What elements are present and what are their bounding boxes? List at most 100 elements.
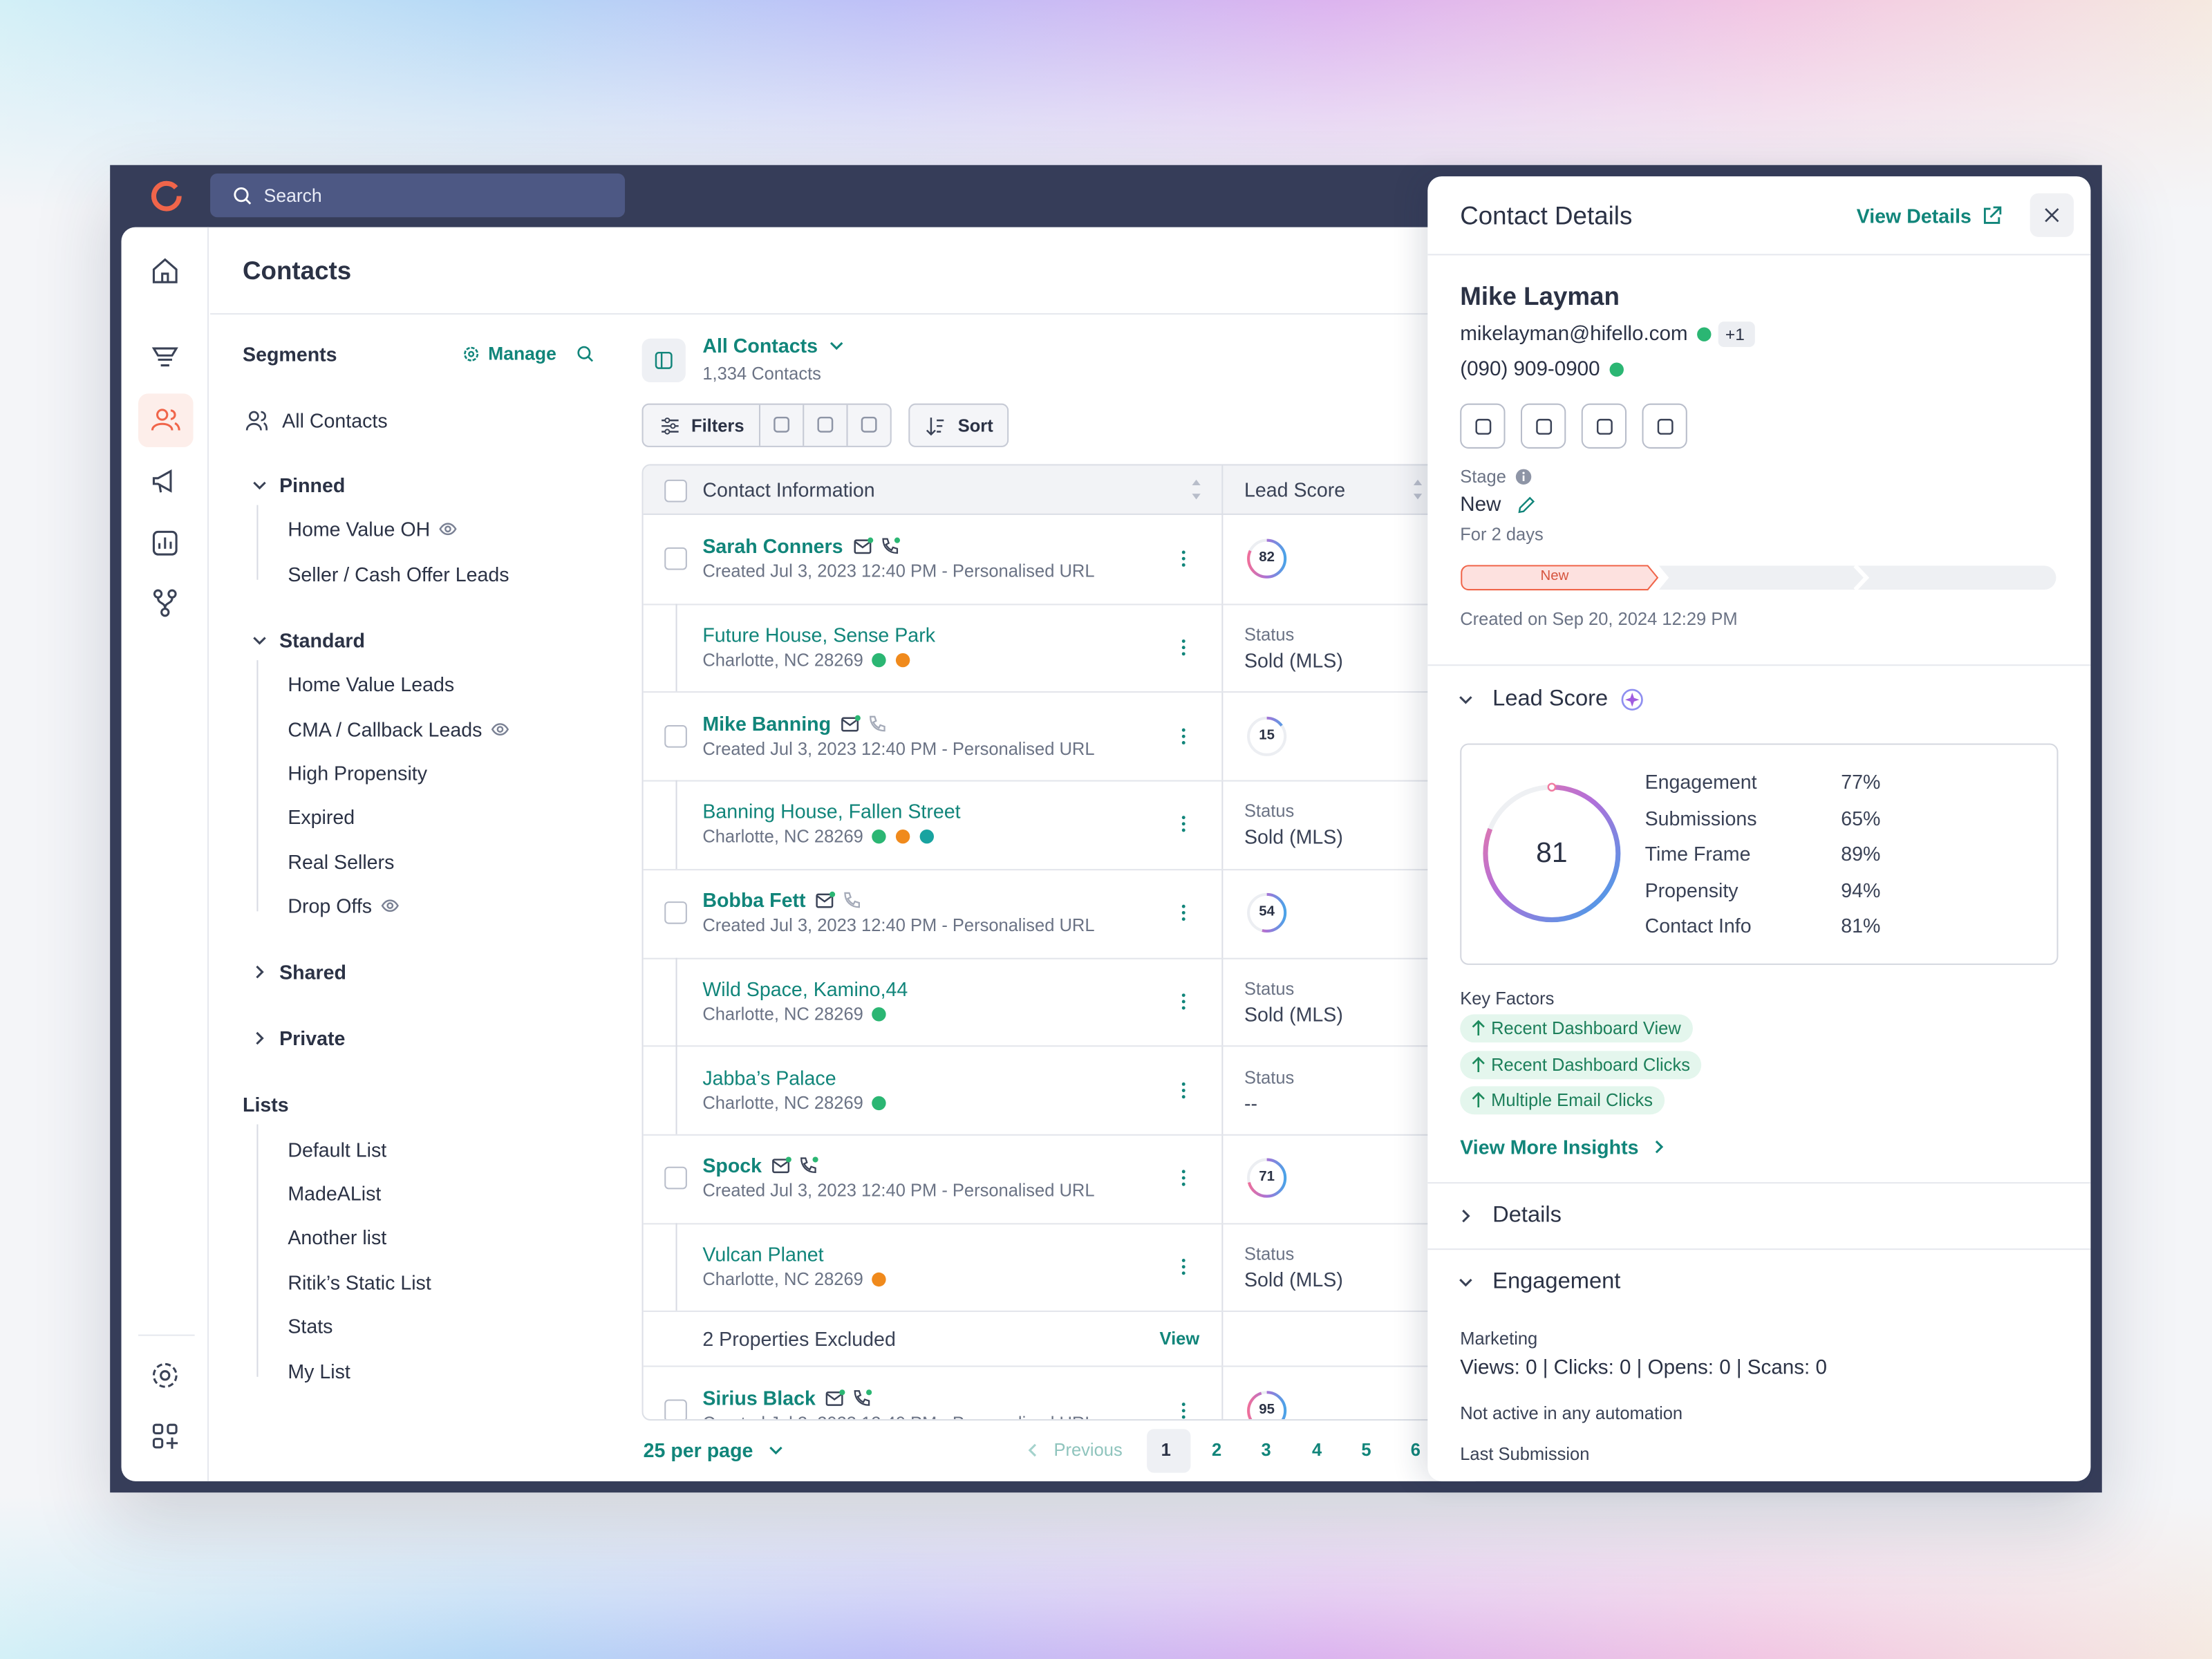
eye-icon — [491, 722, 509, 735]
segment-group[interactable]: Private — [279, 1027, 346, 1050]
sidebar-toggle[interactable] — [641, 338, 686, 383]
list-item[interactable]: Stats — [288, 1315, 333, 1338]
action-button[interactable] — [1642, 403, 1687, 449]
checkbox[interactable] — [664, 901, 687, 925]
segment-item[interactable]: Seller / Cash Offer Leads — [288, 562, 509, 585]
excluded-action[interactable]: View — [1159, 1329, 1200, 1349]
contact-name[interactable]: Spock — [702, 1154, 762, 1177]
row-divider — [643, 603, 1488, 605]
icon-part — [812, 1156, 818, 1163]
all-contacts[interactable]: All Contacts — [282, 409, 388, 432]
property-name[interactable]: Future House, Sense Park — [702, 624, 936, 646]
per-page[interactable]: 25 per page — [643, 1438, 753, 1462]
close-button[interactable] — [2030, 193, 2074, 237]
segment-group[interactable]: Pinned — [279, 474, 346, 497]
list-item[interactable]: Another list — [288, 1226, 387, 1249]
segment-item[interactable]: High Propensity — [288, 762, 428, 785]
search-box[interactable]: Search — [210, 174, 626, 218]
list-item[interactable]: Default List — [288, 1138, 387, 1161]
icon-part — [1181, 823, 1185, 827]
section-title: Lead Score — [1492, 686, 1609, 711]
contact-name[interactable]: Bobba Fett — [702, 888, 806, 912]
icon-part — [1181, 1170, 1185, 1174]
manage-link[interactable]: Manage — [488, 342, 556, 364]
view-more-insights[interactable]: View More Insights — [1460, 1135, 1639, 1159]
chevron — [1462, 1209, 1470, 1223]
checkbox[interactable] — [664, 1398, 687, 1420]
icon-part — [496, 725, 504, 733]
view-count: 1,334 Contacts — [702, 364, 821, 384]
contact-name[interactable]: Mike Banning — [702, 712, 832, 735]
list-item[interactable]: MadeAList — [288, 1182, 382, 1205]
checkbox[interactable] — [664, 724, 687, 748]
icon-part — [769, 1446, 782, 1455]
row-divider — [643, 957, 1488, 959]
section-title[interactable]: Engagement — [1492, 1269, 1621, 1294]
tree-line — [675, 603, 677, 692]
eye-icon — [381, 899, 399, 912]
segment-item[interactable]: CMA / Callback Leads — [288, 717, 482, 740]
score-ring — [1247, 1159, 1287, 1199]
page-number[interactable]: 1 — [1161, 1440, 1171, 1461]
segment-item[interactable]: Expired — [288, 806, 355, 829]
segment-item[interactable]: Real Sellers — [288, 850, 395, 873]
divider — [1427, 254, 2091, 256]
page-number[interactable]: 5 — [1361, 1440, 1371, 1461]
action-button[interactable] — [1520, 403, 1566, 449]
icon-part — [826, 1392, 843, 1400]
list-item[interactable]: My List — [288, 1359, 350, 1382]
tree-line — [256, 505, 259, 580]
icon-part — [1413, 479, 1423, 500]
page-number[interactable]: 6 — [1410, 1440, 1421, 1461]
row-menu — [1181, 905, 1185, 921]
page-number[interactable]: 2 — [1212, 1440, 1222, 1461]
contact-name[interactable]: Sarah Conners — [702, 535, 843, 558]
contact-name[interactable]: Sirius Black — [702, 1386, 816, 1409]
icon-part — [816, 893, 834, 908]
property-name[interactable]: Vulcan Planet — [702, 1242, 824, 1266]
rail-icon — [152, 1423, 178, 1449]
segment-item[interactable]: Home Value Leads — [288, 673, 455, 696]
segment-group[interactable]: Shared — [279, 961, 346, 984]
icon-part — [464, 346, 479, 362]
icon-part — [151, 409, 180, 431]
segment-item[interactable]: Drop Offs — [288, 894, 373, 917]
checkbox[interactable] — [664, 479, 687, 503]
icon-part — [1181, 1094, 1185, 1098]
filters-button[interactable]: Filters — [691, 415, 744, 435]
segment-group[interactable]: Standard — [279, 628, 365, 652]
score-knob — [1547, 782, 1557, 792]
checkbox[interactable] — [664, 547, 687, 571]
property-name[interactable]: Jabba’s Palace — [702, 1065, 836, 1089]
contact-meta: Created Jul 3, 2023 12:40 PM - Personali… — [702, 915, 1095, 936]
action-button[interactable] — [1581, 403, 1627, 449]
contact-details-panel: Contact Details View Details Mike Layman mi… — [1427, 176, 2091, 1481]
view-details-link[interactable]: View Details — [1856, 204, 1971, 227]
phone-icon — [800, 1156, 818, 1174]
segment-item[interactable]: Home Value OH — [288, 518, 431, 541]
action-button[interactable] — [1460, 403, 1506, 449]
contacts-table: Contact Information Lead Score Sarah Conne… — [641, 464, 1489, 1421]
section-title[interactable]: Details — [1492, 1203, 1562, 1228]
page-number[interactable]: 3 — [1261, 1440, 1271, 1461]
action-icon — [1536, 418, 1553, 435]
page-number[interactable]: 4 — [1311, 1440, 1322, 1461]
view-name[interactable]: All Contacts — [702, 334, 818, 357]
email-extra-chip: +1 — [1718, 321, 1755, 348]
toggle-icon — [655, 351, 673, 369]
checkbox[interactable] — [664, 1167, 687, 1190]
automation-status: Not active in any automation — [1460, 1403, 1683, 1424]
icon-part — [2045, 208, 2059, 223]
icon-part — [1596, 418, 1613, 435]
property-name[interactable]: Banning House, Fallen Street — [702, 800, 961, 823]
previous-page[interactable]: Previous — [1053, 1440, 1123, 1461]
divider — [1427, 664, 2091, 666]
property-name[interactable]: Wild Space, Kamino,44 — [702, 977, 908, 1000]
list-item[interactable]: Ritik’s Static List — [288, 1271, 431, 1293]
sort-button[interactable]: Sort — [908, 403, 1009, 447]
status-dot — [872, 1095, 886, 1110]
row-divider — [643, 1045, 1488, 1047]
email-icon — [816, 892, 836, 908]
row-menu — [1181, 993, 1185, 1010]
rail-icon — [151, 347, 178, 367]
